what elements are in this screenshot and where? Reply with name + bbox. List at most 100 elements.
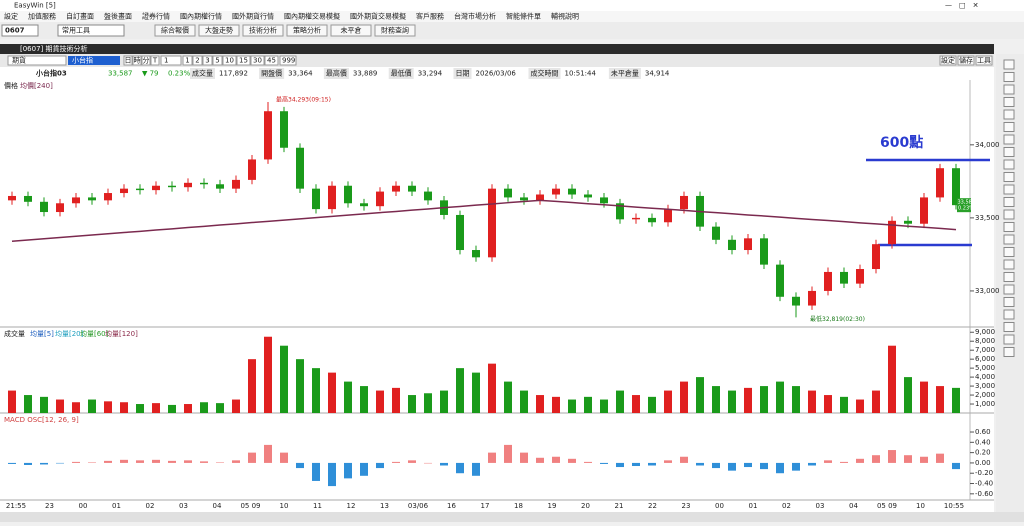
interval-button[interactable] bbox=[212, 55, 223, 66]
draw-tool-icon[interactable] bbox=[1003, 309, 1015, 320]
x-tick-label: 16 bbox=[447, 502, 456, 510]
candle-body bbox=[456, 214, 464, 251]
menu-item[interactable]: 客戶服務 bbox=[416, 12, 444, 21]
volume-bar bbox=[88, 399, 96, 413]
draw-tool-icon[interactable] bbox=[1003, 322, 1015, 332]
interval-button[interactable] bbox=[250, 55, 265, 66]
interval-button[interactable] bbox=[264, 55, 279, 66]
y-tick-label: 5,000 bbox=[975, 364, 995, 372]
candle-body bbox=[776, 264, 784, 297]
interval-button[interactable] bbox=[222, 55, 237, 66]
menu-item[interactable]: 國外期貨行情 bbox=[232, 12, 274, 21]
x-tick-label: 13 bbox=[380, 502, 389, 510]
interval: 5 bbox=[215, 57, 219, 65]
draw-tool-icon[interactable] bbox=[1003, 272, 1015, 282]
period-button[interactable] bbox=[132, 55, 142, 66]
code-box[interactable] bbox=[1, 24, 39, 37]
draw-tool-icon[interactable] bbox=[1003, 334, 1015, 345]
x-tick-label: 21:55 bbox=[6, 502, 26, 510]
last-pct: 0.23% bbox=[958, 206, 974, 212]
volume-bar bbox=[120, 402, 128, 413]
menu-item[interactable]: 台灣市場分析 bbox=[454, 12, 496, 21]
window-title: [0607] 期貨技術分析 bbox=[20, 44, 88, 53]
menu-item[interactable]: 國內期權行情 bbox=[180, 12, 222, 21]
interval-button[interactable] bbox=[192, 55, 203, 66]
tool[interactable] bbox=[939, 55, 957, 66]
draw-tool-icon[interactable] bbox=[1003, 109, 1015, 120]
volume-bar bbox=[488, 363, 496, 413]
osc-bar bbox=[504, 444, 512, 463]
draw-tool-icon[interactable] bbox=[1003, 172, 1015, 182]
draw-tool-icon[interactable] bbox=[1003, 209, 1015, 220]
interval-button[interactable] bbox=[202, 55, 213, 66]
osc-bar bbox=[712, 462, 720, 469]
draw-tool-icon[interactable] bbox=[1003, 184, 1015, 195]
symbol-select[interactable] bbox=[68, 56, 120, 65]
draw-tool-icon[interactable] bbox=[1003, 122, 1015, 132]
osc-bar bbox=[856, 458, 864, 463]
draw-tool-icon[interactable] bbox=[1003, 147, 1015, 157]
menu-item[interactable]: 自訂畫面 bbox=[66, 12, 94, 21]
candle-body bbox=[184, 182, 192, 188]
interval-button[interactable] bbox=[236, 55, 251, 66]
osc-bar bbox=[728, 462, 736, 471]
volume-bar bbox=[264, 336, 272, 413]
tool-button[interactable] bbox=[286, 24, 328, 37]
tool-button[interactable] bbox=[242, 24, 284, 37]
menu-item[interactable]: 盤後畫面 bbox=[104, 12, 132, 21]
draw-tool-icon[interactable] bbox=[1003, 297, 1015, 307]
period-value-box[interactable] bbox=[160, 55, 182, 66]
tool-button[interactable] bbox=[374, 24, 416, 37]
candle-body bbox=[392, 185, 400, 192]
osc-bar bbox=[152, 459, 160, 463]
x-tick-label: 01 bbox=[112, 502, 121, 510]
draw-tool-icon[interactable] bbox=[1003, 59, 1015, 70]
window-controls[interactable]: — □ ✕ bbox=[945, 2, 978, 10]
period-button[interactable] bbox=[141, 55, 151, 66]
menu-item[interactable]: 國外期貨交易模擬 bbox=[350, 12, 406, 21]
volume-bar bbox=[760, 386, 768, 413]
draw-tool-icon[interactable] bbox=[1003, 159, 1015, 170]
volume-bar bbox=[40, 396, 48, 413]
market-select[interactable] bbox=[7, 55, 67, 66]
draw-tool-icon[interactable] bbox=[1003, 134, 1015, 145]
tool[interactable] bbox=[957, 55, 975, 66]
menu-item[interactable]: 輔視說明 bbox=[551, 12, 579, 21]
draw-tool-icon[interactable] bbox=[1003, 259, 1015, 270]
draw-tool-icon[interactable] bbox=[1003, 222, 1015, 232]
osc-bar bbox=[56, 462, 64, 464]
draw-tool-icon[interactable] bbox=[1003, 72, 1015, 82]
tool-button[interactable] bbox=[198, 24, 240, 37]
interval-button[interactable] bbox=[182, 55, 193, 66]
market: 期貨 bbox=[12, 56, 26, 65]
menu-item[interactable]: 智能條件單 bbox=[506, 12, 541, 21]
menu-item[interactable]: 加值服務 bbox=[28, 12, 56, 21]
candle-body bbox=[872, 244, 880, 270]
candle-body bbox=[904, 220, 912, 224]
interval: 30 bbox=[253, 57, 262, 65]
menu-item[interactable]: 國內期權交易模擬 bbox=[284, 12, 340, 21]
menu-item[interactable]: 證券行情 bbox=[142, 12, 170, 21]
low-label: 最低32,819(02:30) bbox=[810, 315, 865, 323]
volume-bar bbox=[104, 401, 112, 413]
draw-tool-icon[interactable] bbox=[1003, 234, 1015, 245]
menu-item[interactable]: 設定 bbox=[4, 12, 18, 21]
count-box[interactable] bbox=[279, 55, 297, 66]
volume-bar bbox=[456, 368, 464, 413]
candle-body bbox=[24, 195, 32, 202]
field-label: 成交時間 bbox=[531, 69, 559, 78]
period-button[interactable] bbox=[150, 55, 160, 66]
draw-tool-icon[interactable] bbox=[1003, 84, 1015, 95]
draw-tool-icon[interactable] bbox=[1003, 197, 1015, 207]
draw-tool-icon[interactable] bbox=[1003, 347, 1015, 357]
tool-button[interactable] bbox=[154, 24, 196, 37]
x-tick-label: 22 bbox=[648, 502, 657, 510]
toolset-select[interactable] bbox=[57, 24, 125, 37]
volume-bar bbox=[840, 396, 848, 413]
draw-tool-icon[interactable] bbox=[1003, 247, 1015, 257]
period-button[interactable] bbox=[123, 55, 133, 66]
tool[interactable] bbox=[975, 55, 993, 66]
draw-tool-icon[interactable] bbox=[1003, 97, 1015, 107]
draw-tool-icon[interactable] bbox=[1003, 284, 1015, 295]
tool-button[interactable] bbox=[330, 24, 372, 37]
